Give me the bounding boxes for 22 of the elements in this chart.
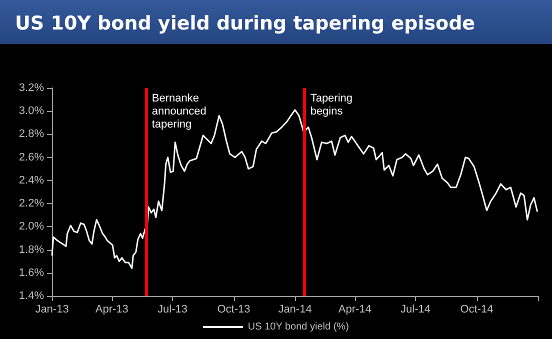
- chart-title: US 10Y bond yield during tapering episode: [15, 12, 476, 34]
- x-tick-label: Oct-13: [217, 304, 250, 316]
- y-tick-label: 2.0%: [18, 220, 44, 233]
- y-tick-label: 1.8%: [18, 244, 44, 256]
- y-tick-label: 3.0%: [18, 105, 44, 118]
- y-tick-label: 2.8%: [18, 128, 44, 140]
- x-tick-label: Jan-14: [278, 304, 312, 316]
- x-tick-label: Apr-13: [95, 304, 128, 316]
- x-tick-label: Jul-14: [400, 304, 430, 316]
- y-tick-label: 2.6%: [18, 151, 44, 164]
- y-tick-label: 2.2%: [18, 198, 44, 210]
- x-tick-label: Apr-14: [338, 304, 372, 316]
- y-tick-label: 1.6%: [18, 266, 44, 279]
- ref-line-label: Tapering begins: [310, 92, 356, 118]
- y-tick-label: 2.4%: [18, 174, 44, 186]
- ref-line-label: Bernanke announced tapering: [152, 92, 210, 130]
- x-tick-label: Oct-14: [460, 304, 494, 316]
- y-tick-label: 1.4%: [18, 290, 44, 302]
- x-tick-label: Jul-13: [158, 304, 188, 316]
- legend-label: US 10Y bond yield (%): [248, 322, 349, 332]
- y-tick-label: 3.2%: [18, 82, 44, 94]
- x-tick-label: Jan-13: [35, 304, 69, 316]
